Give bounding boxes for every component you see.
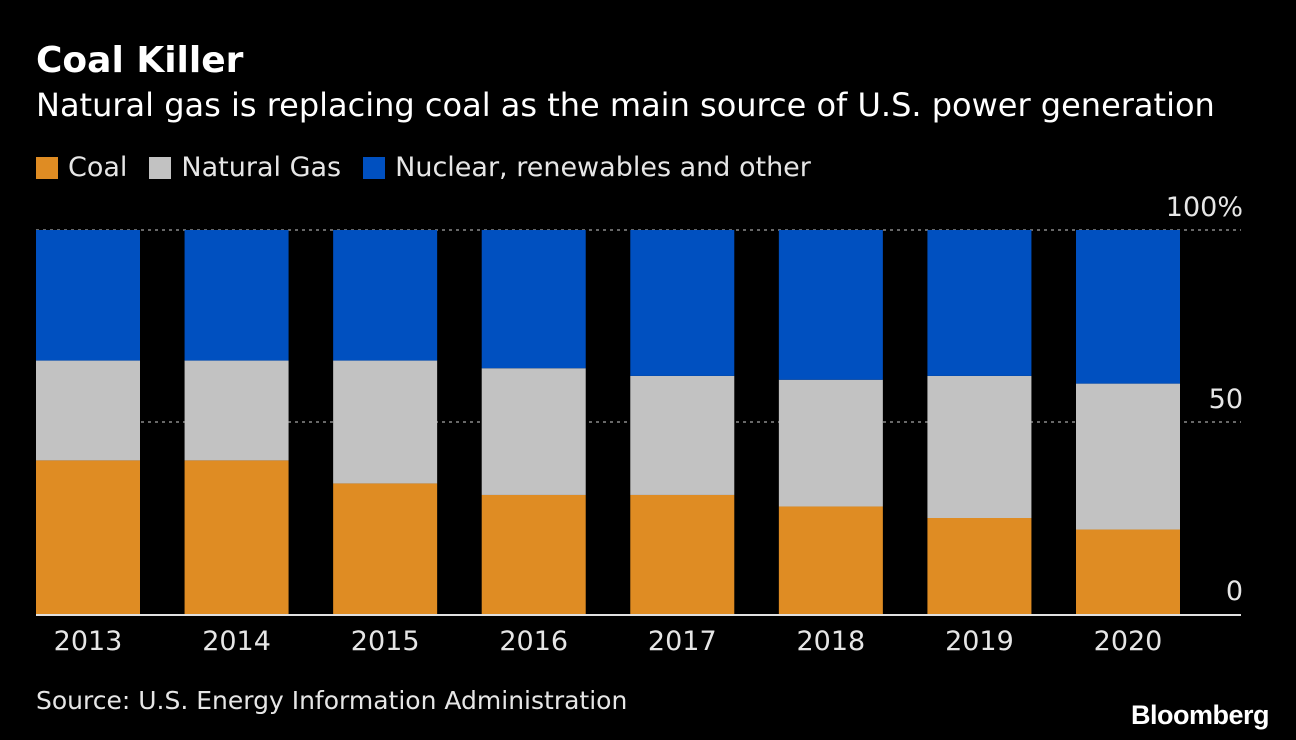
bar-2017-coal (630, 494, 735, 614)
bar-2015-coal (333, 483, 438, 614)
x-tick-label-2013: 2013 (54, 626, 123, 657)
source-note: Source: U.S. Energy Information Administ… (36, 686, 628, 715)
legend-item-nuclear-renewables-other: Nuclear, renewables and other (363, 152, 811, 183)
bar-2014-coal (184, 460, 289, 614)
bar-2017-nuclear-renewables-and-other (630, 230, 735, 376)
bar-2017-natural-gas (630, 375, 735, 495)
bar-2018-nuclear-renewables-and-other (778, 230, 883, 380)
chart-title: Coal Killer (36, 40, 244, 81)
legend-item-coal: Coal (36, 152, 127, 183)
legend-label-nuclear-renewables-other: Nuclear, renewables and other (395, 152, 811, 183)
x-tick-label-2018: 2018 (796, 626, 865, 657)
bar-2014-nuclear-renewables-and-other (184, 230, 289, 361)
y-tick-label-50: 50 (1209, 384, 1243, 415)
bar-2020-nuclear-renewables-and-other (1076, 230, 1180, 384)
x-tick-label-2015: 2015 (351, 626, 420, 657)
bar-2015-nuclear-renewables-and-other (333, 230, 438, 361)
legend-label-coal: Coal (68, 152, 128, 183)
bar-2015-natural-gas (333, 360, 438, 484)
legend-swatch-coal (36, 156, 58, 179)
bar-2019-nuclear-renewables-and-other (927, 230, 1032, 376)
bloomberg-logo: Bloomberg (1130, 700, 1270, 730)
x-tick-label-2020: 2020 (1094, 626, 1163, 657)
bar-2020-natural-gas (1076, 383, 1180, 530)
legend-swatch-natural-gas (149, 156, 172, 179)
bar-2013-nuclear-renewables-and-other (36, 230, 140, 361)
bar-2014-natural-gas (184, 360, 289, 461)
bar-2016-natural-gas (481, 368, 586, 495)
legend-swatch-nuclear-renewables-other (363, 156, 386, 179)
bar-2013-coal (36, 460, 140, 614)
bar-2018-coal (778, 506, 883, 614)
x-tick-label-2016: 2016 (499, 626, 568, 657)
bar-2018-natural-gas (778, 379, 883, 507)
y-tick-label-0: 0 (1226, 576, 1243, 607)
x-tick-label-2019: 2019 (945, 626, 1014, 657)
legend-item-natural-gas: Natural Gas (149, 152, 341, 183)
y-tick-label-100: 100% (1166, 192, 1243, 223)
chart-subtitle: Natural gas is replacing coal as the mai… (36, 86, 1215, 124)
x-tick-label-2014: 2014 (202, 626, 271, 657)
bar-2013-natural-gas (36, 360, 140, 461)
bar-2019-coal (927, 518, 1032, 614)
bar-2020-coal (1076, 529, 1180, 614)
bar-2019-natural-gas (927, 375, 1032, 518)
bar-2016-coal (481, 494, 586, 614)
legend-label-natural-gas: Natural Gas (181, 152, 342, 183)
x-tick-label-2017: 2017 (648, 626, 717, 657)
legend: Coal Natural Gas Nuclear, renewables and… (36, 152, 833, 183)
bar-2016-nuclear-renewables-and-other (481, 230, 586, 369)
